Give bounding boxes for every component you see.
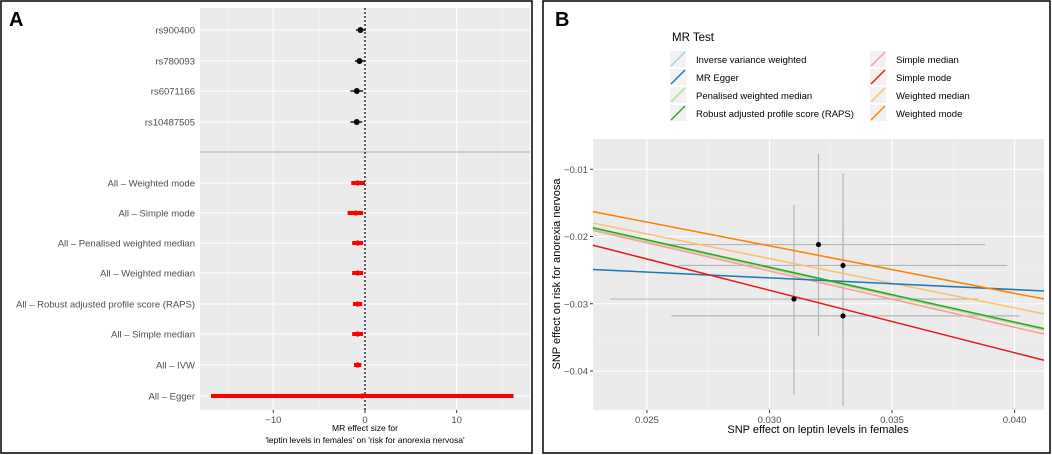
panel-a-row-label: rs900400 — [155, 26, 195, 37]
panel-a-rows: rs900400 rs780093 rs6071166 rs10487505 All –… — [16, 26, 514, 403]
panel-b-snp-point — [840, 313, 846, 319]
legend-key-line — [870, 51, 886, 67]
panel-a-x-tick-label: −10 — [265, 415, 281, 426]
panel-a-row-label: rs780093 — [155, 57, 195, 68]
legend-key-line — [870, 105, 886, 121]
legend-label: Inverse variance weighted — [696, 55, 806, 66]
panel-a-estimate-point — [355, 270, 361, 276]
panel-b-mr-line — [592, 210, 1045, 300]
legend-label: Weighted mode — [896, 109, 962, 120]
panel-b-ylabel: SNP effect on risk for anorexia nervosa — [551, 178, 563, 370]
panel-a-estimate-point — [355, 240, 361, 246]
panel-b-mr-line — [592, 222, 1045, 315]
panel-a-row-label: All – Simple median — [111, 330, 195, 341]
panel-a-estimate-point — [355, 331, 361, 337]
panel-b-legend: MR Test Inverse variance weighted MR Egge… — [670, 32, 970, 121]
panel-b-y-ticks: −0.01 −0.02 −0.03 −0.04 — [564, 165, 593, 377]
panel-a-row-label: rs6071166 — [151, 87, 195, 98]
legend-key-line — [670, 51, 686, 67]
panel-b-mr-line — [592, 227, 1045, 330]
panel-a-estimate-point — [355, 180, 361, 186]
panel-a-estimate-point — [353, 88, 360, 94]
panel-a-border — [0, 0, 533, 454]
panel-b-mr-line — [592, 229, 1045, 335]
panel-a-row-label: All – Penalised weighted median — [58, 239, 195, 250]
legend-key-line — [870, 87, 886, 103]
legend-title: MR Test — [672, 32, 715, 44]
panel-b-mr-line — [592, 244, 1045, 361]
panel-a-xlabel-line1: MR effect size for — [332, 423, 398, 433]
panel-a-xlabel-line2: 'leptin levels in females' on 'risk for … — [265, 435, 465, 445]
panel-a-estimate-point — [355, 301, 361, 307]
legend-label: Simple mode — [896, 73, 951, 84]
legend-key-line — [670, 87, 686, 103]
legend-label: Weighted median — [896, 91, 970, 102]
panel-a-row-label: All – Egger — [149, 392, 195, 403]
legend-key-line — [670, 69, 686, 85]
panel-b-plot — [592, 153, 1045, 406]
legend-label: MR Egger — [696, 73, 739, 84]
panel-a-row-label: rs10487505 — [145, 118, 195, 129]
panel-a-x-tick-label: 0 — [362, 415, 367, 426]
legend-label: Robust adjusted profile score (RAPS) — [696, 109, 854, 120]
legend-key-line — [870, 69, 886, 85]
panel-b-snp-point — [791, 296, 797, 302]
panel-b-snp-point — [815, 241, 822, 248]
panel-b-x-tick-label: 0.035 — [880, 415, 904, 426]
panel-a-estimate-point — [357, 27, 364, 33]
panel-a-estimate-point — [356, 58, 363, 64]
panel-a: A rs900400 rs780093 rs6071166 rs10487505 All… — [0, 0, 533, 454]
panel-b-x-ticks: 0.025 0.030 0.035 0.040 — [635, 410, 1026, 426]
legend-key-line — [670, 105, 686, 121]
panel-b-y-tick-label: −0.04 — [564, 366, 588, 377]
panel-a-estimate-point — [353, 210, 359, 216]
panel-b-y-tick-label: −0.03 — [564, 299, 588, 310]
panel-a-x-tick-label: 10 — [451, 415, 462, 426]
panel-b: B MR Test Inverse variance weighted MR Eg… — [542, 0, 1051, 454]
panel-a-row-label: All – Weighted median — [100, 269, 195, 280]
panel-a-letter: A — [9, 9, 23, 31]
panel-a-x-ticks: −10 0 10 — [265, 410, 462, 426]
panel-b-snp-point — [840, 262, 846, 269]
panel-a-estimate-point — [355, 362, 361, 368]
panel-a-estimate-point — [353, 119, 360, 125]
legend-label: Simple median — [896, 55, 959, 66]
panel-b-y-tick-label: −0.02 — [564, 232, 588, 243]
panel-a-row-label: All – Robust adjusted profile score (RAP… — [16, 300, 195, 311]
panel-a-row-label: All – Simple mode — [118, 209, 195, 220]
panel-b-x-tick-label: 0.030 — [758, 415, 782, 426]
panel-a-row-label: All – IVW — [156, 361, 195, 372]
panel-b-x-tick-label: 0.040 — [1003, 415, 1027, 426]
panel-b-xlabel: SNP effect on leptin levels in females — [727, 424, 909, 436]
panel-b-mr-line — [592, 268, 1045, 292]
legend-label: Penalised weighted median — [696, 91, 812, 102]
panel-b-y-tick-label: −0.01 — [564, 165, 588, 176]
panel-a-estimate-point — [359, 393, 365, 399]
panel-a-row-label: All – Weighted mode — [108, 179, 196, 190]
panel-b-letter: B — [555, 9, 569, 31]
panel-b-x-tick-label: 0.025 — [635, 415, 659, 426]
panel-b-border — [542, 0, 1051, 454]
